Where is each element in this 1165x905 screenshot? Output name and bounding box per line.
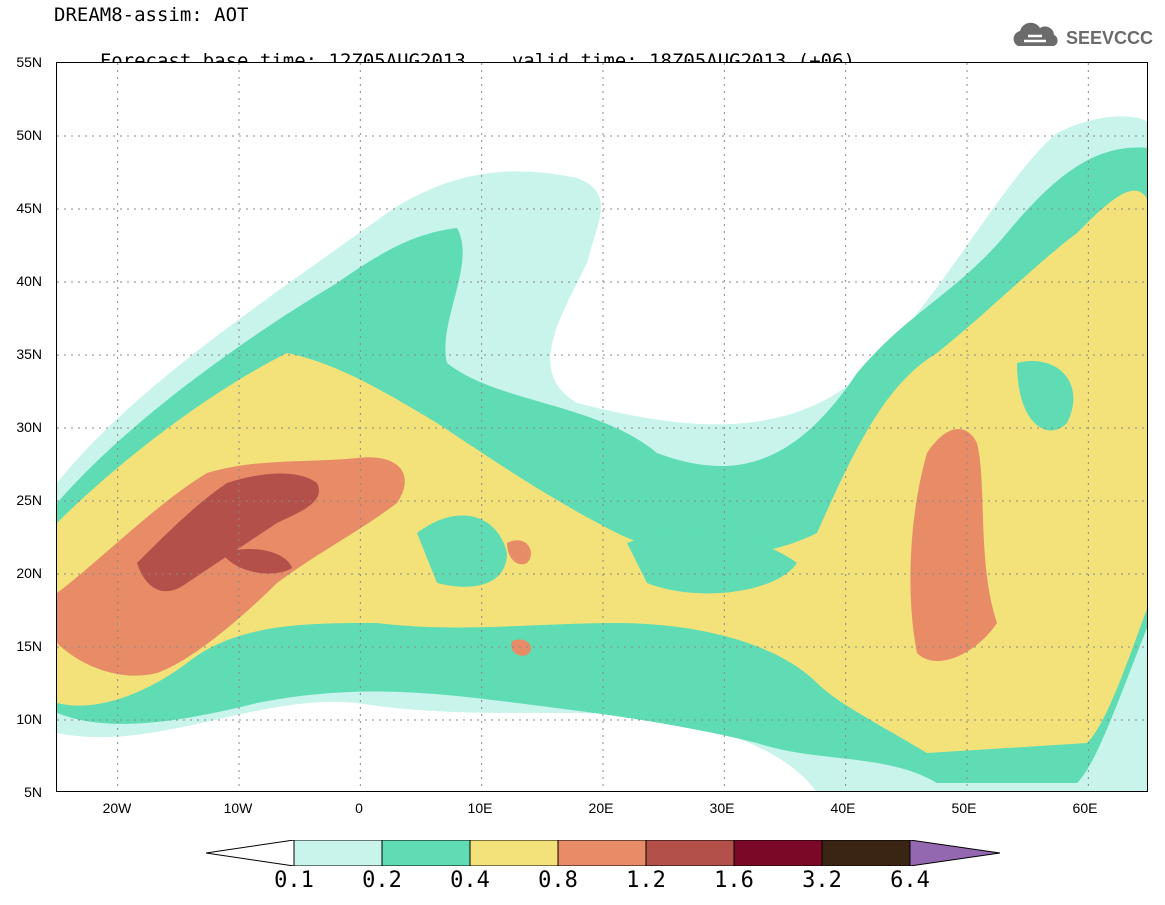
colorbar-label: 3.2 (802, 868, 842, 893)
lat-label: 35N (16, 346, 42, 362)
lat-label: 50N (16, 127, 42, 143)
colorbar-segment (381, 839, 471, 867)
aot-band-0.2 (417, 515, 507, 587)
aot-field (57, 63, 1147, 791)
aot-band-0.2 (1017, 361, 1074, 431)
colorbar-under-triangle (205, 839, 295, 867)
colorbar-segment (469, 839, 559, 867)
colorbar-label: 1.6 (714, 868, 754, 893)
colorbar-segment (293, 839, 383, 867)
aot-band-0.8 (511, 639, 532, 656)
colorbar-over-triangle (909, 839, 1001, 867)
aot-band-0.2 (627, 532, 797, 594)
colorbar-label: 0.4 (450, 868, 490, 893)
lat-label: 55N (16, 54, 42, 70)
lon-label: 20E (588, 800, 614, 816)
lat-label: 45N (16, 200, 42, 216)
lat-label: 15N (16, 638, 42, 654)
lat-label: 10N (16, 711, 42, 727)
aot-band-0.8 (57, 457, 405, 676)
colorbar-label: 0.8 (538, 868, 578, 893)
colorbar (205, 839, 1001, 870)
lat-label: 5N (24, 784, 42, 800)
colorbar-label: 6.4 (890, 868, 930, 893)
seevccc-logo: SEEVCCC (1008, 22, 1153, 55)
aot-band-0.8 (507, 540, 531, 565)
lon-label: 30E (709, 800, 735, 816)
map-title: DREAM8-assim: AOT (54, 4, 249, 26)
aot-band-1.2 (222, 548, 292, 574)
lon-label: 10E (467, 800, 493, 816)
lat-label: 20N (16, 565, 42, 581)
cloud-icon (1008, 22, 1062, 55)
logo-text: SEEVCCC (1065, 28, 1153, 48)
lon-label: 60E (1072, 800, 1098, 816)
lon-label: 20W (102, 800, 132, 816)
lon-label: 40E (830, 800, 856, 816)
colorbar-label: 0.1 (274, 868, 314, 893)
aot-band-0.4 (57, 190, 1147, 753)
aot-map (56, 62, 1148, 792)
colorbar-segment (557, 839, 647, 867)
colorbar-label: 1.2 (626, 868, 666, 893)
aot-band-1.2 (137, 473, 319, 592)
colorbar-segment (733, 839, 823, 867)
lon-label: 0 (355, 800, 363, 816)
aot-band-0.8 (910, 429, 997, 662)
colorbar-segment (645, 839, 735, 867)
lon-label: 50E (951, 800, 977, 816)
lat-label: 40N (16, 273, 42, 289)
lat-label: 25N (16, 492, 42, 508)
lon-label: 10W (223, 800, 253, 816)
lat-label: 30N (16, 419, 42, 435)
colorbar-segment (821, 839, 911, 867)
colorbar-label: 0.2 (362, 868, 402, 893)
